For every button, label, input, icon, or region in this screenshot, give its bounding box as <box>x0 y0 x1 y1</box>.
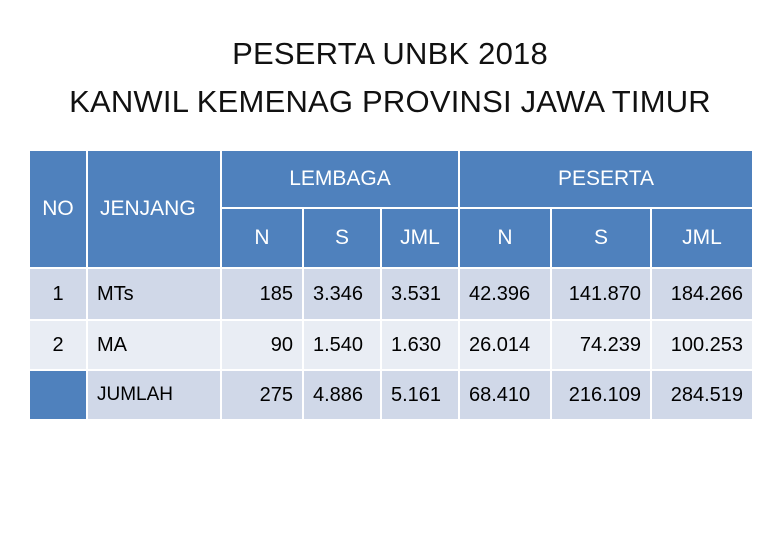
header-jenjang: JENJANG <box>87 150 221 268</box>
row-2-peserta-jml: 100.253 <box>651 320 753 370</box>
participants-table: NO JENJANG LEMBAGA PESERTA N S JML N S J… <box>29 150 753 420</box>
subheader-lembaga-n: N <box>221 208 303 268</box>
row-2-lembaga-jml: 1.630 <box>381 320 459 370</box>
title-line-2: KANWIL KEMENAG PROVINSI JAWA TIMUR <box>69 84 711 119</box>
row-total-peserta-n: 68.410 <box>459 370 551 420</box>
row-2-peserta-n: 26.014 <box>459 320 551 370</box>
row-2-lembaga-n: 90 <box>221 320 303 370</box>
row-2-peserta-s: 74.239 <box>551 320 651 370</box>
row-1-lembaga-n: 185 <box>221 268 303 320</box>
row-total-peserta-s: 216.109 <box>551 370 651 420</box>
row-1-peserta-s: 141.870 <box>551 268 651 320</box>
row-2-lembaga-s: 1.540 <box>303 320 381 370</box>
header-lembaga: LEMBAGA <box>221 150 459 208</box>
row-1-peserta-jml: 184.266 <box>651 268 753 320</box>
row-1-no: 1 <box>29 268 87 320</box>
row-2-no: 2 <box>29 320 87 370</box>
row-total-lembaga-n: 275 <box>221 370 303 420</box>
row-1-jenjang: MTs <box>87 268 221 320</box>
row-1-lembaga-jml: 3.531 <box>381 268 459 320</box>
subheader-lembaga-jml: JML <box>381 208 459 268</box>
subheader-lembaga-s: S <box>303 208 381 268</box>
subheader-peserta-s: S <box>551 208 651 268</box>
row-total-lembaga-s: 4.886 <box>303 370 381 420</box>
page-title: PESERTA UNBK 2018 KANWIL KEMENAG PROVINS… <box>0 30 780 126</box>
header-no: NO <box>29 150 87 268</box>
subheader-peserta-n: N <box>459 208 551 268</box>
header-peserta: PESERTA <box>459 150 753 208</box>
subheader-peserta-jml: JML <box>651 208 753 268</box>
row-total-label: JUMLAH <box>87 370 221 420</box>
row-total-peserta-jml: 284.519 <box>651 370 753 420</box>
row-1-peserta-n: 42.396 <box>459 268 551 320</box>
row-2-jenjang: MA <box>87 320 221 370</box>
row-total-no <box>29 370 87 420</box>
title-line-1: PESERTA UNBK 2018 <box>232 36 548 71</box>
row-1-lembaga-s: 3.346 <box>303 268 381 320</box>
row-total-lembaga-jml: 5.161 <box>381 370 459 420</box>
